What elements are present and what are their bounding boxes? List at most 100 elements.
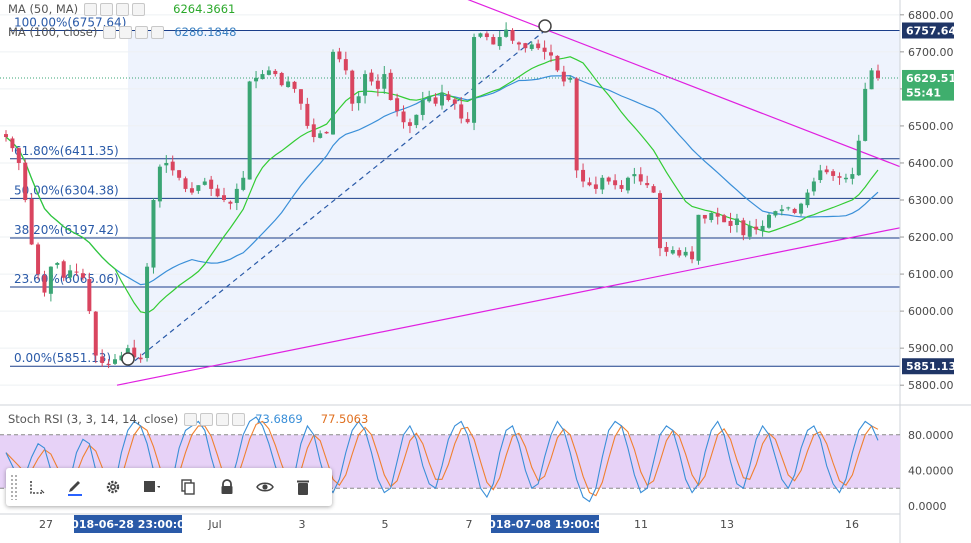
fib-level-label: 100.00%(6757.64) xyxy=(14,16,126,30)
toolbar-grip[interactable] xyxy=(10,474,18,500)
candle-body xyxy=(10,138,15,149)
candle-body xyxy=(792,208,797,213)
candle-body xyxy=(728,220,733,226)
candle-body xyxy=(491,37,496,45)
candle-body xyxy=(658,193,662,249)
candle-body xyxy=(113,359,117,364)
candle-body xyxy=(106,363,111,365)
candle-body xyxy=(876,70,880,78)
candle-body xyxy=(529,44,534,49)
layout-icon xyxy=(30,481,45,494)
ma100-controls[interactable] xyxy=(103,25,165,39)
time-axis[interactable]: 27 2018-06-28 23:00:00 Jul 3 5 7 2018-07-08 19… xyxy=(0,513,900,533)
delete-tool[interactable] xyxy=(284,468,322,506)
layout-tool[interactable] xyxy=(18,468,56,506)
candle-body xyxy=(754,226,759,230)
candle-body xyxy=(202,181,207,185)
trendlines xyxy=(0,0,901,386)
price-tick-label: 6100.00 xyxy=(908,268,954,281)
candle-body xyxy=(331,51,335,135)
candle-body xyxy=(247,81,252,180)
candle-body xyxy=(863,88,868,141)
price-badge: 55:41 xyxy=(906,87,941,100)
price-tick-label: 6200.00 xyxy=(908,231,954,244)
candle-body xyxy=(446,94,451,100)
candle-body xyxy=(478,33,483,37)
candle-body xyxy=(811,181,816,192)
fib-anchor-low[interactable] xyxy=(121,352,135,366)
candle-body xyxy=(266,70,271,75)
candles xyxy=(4,22,880,369)
price-badge: 5851.13 xyxy=(906,360,956,373)
fibonacci-levels: 100.00%(6757.64) 61.80%(6411.35) 50.00%(63… xyxy=(10,16,900,367)
time-label: 3 xyxy=(299,518,306,531)
candle-body xyxy=(561,71,566,82)
stoch-label: Stoch RSI (3, 3, 14, 14, close) xyxy=(8,412,179,426)
candle-body xyxy=(799,203,804,214)
candle-body xyxy=(343,59,348,71)
price-badge: 6629.51 xyxy=(906,72,956,85)
fib-level-label: 38.20%(6197.42) xyxy=(14,223,119,237)
candle-body xyxy=(36,244,41,275)
candle-body xyxy=(536,43,541,49)
drawing-toolbar xyxy=(6,468,332,506)
candle-body xyxy=(23,162,28,200)
price-axis[interactable]: 6800.006700.006600.006500.006400.006300.… xyxy=(899,0,956,543)
stoch-k-value: 73.6869 xyxy=(255,412,303,426)
template-tool[interactable] xyxy=(132,468,170,506)
candle-body xyxy=(741,220,746,236)
candle-body xyxy=(228,201,233,204)
fib-anchor-high[interactable] xyxy=(538,19,552,33)
ma100-value: 6286.1848 xyxy=(174,25,237,39)
candle-body xyxy=(574,78,579,171)
candle-body xyxy=(664,246,669,252)
trendline xyxy=(467,0,901,168)
stoch-controls[interactable] xyxy=(184,412,246,426)
candle-body xyxy=(42,275,47,293)
candle-body xyxy=(818,170,823,181)
candle-body xyxy=(786,207,791,209)
candle-body xyxy=(375,80,380,89)
settings-tool[interactable] xyxy=(94,468,132,506)
candle-body xyxy=(80,273,85,278)
trash-icon xyxy=(297,480,309,495)
time-label: Jul xyxy=(207,518,221,531)
candle-body xyxy=(824,169,829,173)
candle-body xyxy=(189,188,194,193)
candle-body xyxy=(388,72,393,100)
candle-body xyxy=(568,77,573,80)
candle-body xyxy=(401,111,406,123)
candle-body xyxy=(29,198,34,245)
candle-body xyxy=(164,162,169,166)
trendline xyxy=(116,227,901,386)
fib-level-label: 50.00%(6304.38) xyxy=(14,183,119,197)
candle-body xyxy=(831,171,836,176)
visibility-tool[interactable] xyxy=(246,468,284,506)
candle-body xyxy=(350,70,355,104)
lock-tool[interactable] xyxy=(208,468,246,506)
candle-body xyxy=(61,261,66,278)
candle-body xyxy=(651,186,656,193)
candle-body xyxy=(337,51,342,60)
candle-body xyxy=(48,266,53,294)
clone-tool[interactable] xyxy=(170,468,208,506)
time-label: 16 xyxy=(845,518,859,531)
time-label: 11 xyxy=(634,518,648,531)
candle-body xyxy=(382,74,387,89)
candle-body xyxy=(670,250,675,254)
candle-body xyxy=(305,103,310,126)
candle-body xyxy=(484,33,489,38)
candle-body xyxy=(132,347,137,358)
copy-icon xyxy=(181,479,195,495)
candle-body xyxy=(542,47,547,52)
candle-body xyxy=(709,212,714,221)
candle-body xyxy=(209,179,214,189)
candle-body xyxy=(177,170,182,178)
candle-body xyxy=(638,174,643,182)
price-badge: 6757.64 xyxy=(906,25,956,38)
ma50-controls[interactable] xyxy=(84,2,146,16)
pencil-tool[interactable] xyxy=(56,468,94,506)
candle-body xyxy=(613,180,618,186)
candle-body xyxy=(151,200,156,268)
